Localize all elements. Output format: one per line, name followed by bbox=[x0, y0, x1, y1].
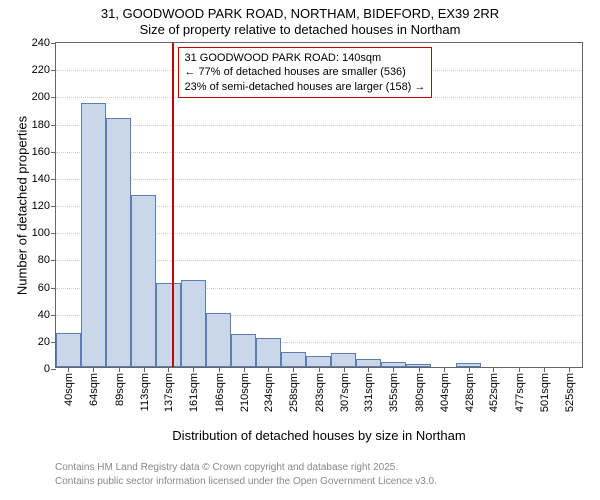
ytick-label: 40 bbox=[38, 309, 56, 321]
ytick-label: 80 bbox=[38, 254, 56, 266]
footer-line1: Contains HM Land Registry data © Crown c… bbox=[55, 462, 398, 473]
xtick-label: 501sqm bbox=[537, 373, 551, 412]
xtick-label: 137sqm bbox=[161, 373, 175, 412]
xtick-label: 113sqm bbox=[137, 373, 151, 411]
ytick-label: 160 bbox=[32, 146, 56, 158]
plot-area: 02040608010012014016018020022024040sqm64… bbox=[55, 42, 583, 368]
gridline bbox=[56, 125, 582, 126]
xtick-label: 331sqm bbox=[361, 373, 375, 412]
xtick-mark bbox=[193, 367, 194, 372]
xtick-mark bbox=[569, 367, 570, 372]
annotation-line2: ← 77% of detached houses are smaller (53… bbox=[185, 65, 426, 79]
xtick-mark bbox=[244, 367, 245, 372]
ytick-label: 240 bbox=[32, 37, 56, 49]
xtick-mark bbox=[119, 367, 120, 372]
xtick-label: 428sqm bbox=[462, 373, 476, 412]
xtick-mark bbox=[519, 367, 520, 372]
xtick-label: 64sqm bbox=[86, 373, 100, 406]
chart-title-line2: Size of property relative to detached ho… bbox=[0, 22, 600, 37]
histogram-bar bbox=[306, 356, 332, 367]
xtick-mark bbox=[544, 367, 545, 372]
ytick-label: 100 bbox=[32, 227, 56, 239]
xtick-label: 283sqm bbox=[312, 373, 326, 412]
xtick-label: 380sqm bbox=[412, 373, 426, 412]
xtick-mark bbox=[368, 367, 369, 372]
xtick-mark bbox=[344, 367, 345, 372]
xtick-label: 404sqm bbox=[437, 373, 451, 412]
xtick-mark bbox=[268, 367, 269, 372]
xtick-label: 307sqm bbox=[337, 373, 351, 412]
histogram-bar bbox=[256, 338, 281, 367]
xtick-mark bbox=[493, 367, 494, 372]
property-marker-line bbox=[172, 43, 174, 367]
chart-title-line1: 31, GOODWOOD PARK ROAD, NORTHAM, BIDEFOR… bbox=[0, 6, 600, 21]
xtick-mark bbox=[93, 367, 94, 372]
y-axis-label: Number of detached properties bbox=[15, 106, 30, 306]
gridline bbox=[56, 152, 582, 153]
histogram-bar bbox=[81, 103, 106, 367]
histogram-bar bbox=[231, 334, 256, 367]
xtick-label: 355sqm bbox=[386, 373, 400, 412]
xtick-label: 452sqm bbox=[486, 373, 500, 412]
histogram-bar bbox=[131, 195, 156, 368]
annotation-line3: 23% of semi-detached houses are larger (… bbox=[185, 80, 426, 94]
xtick-label: 210sqm bbox=[237, 373, 251, 412]
xtick-mark bbox=[144, 367, 145, 372]
xtick-mark bbox=[393, 367, 394, 372]
histogram-bar bbox=[106, 118, 132, 367]
ytick-label: 200 bbox=[32, 91, 56, 103]
xtick-label: 40sqm bbox=[61, 373, 75, 406]
footer-line2: Contains public sector information licen… bbox=[55, 476, 437, 487]
histogram-bar bbox=[281, 352, 306, 367]
xtick-mark bbox=[419, 367, 420, 372]
xtick-mark bbox=[469, 367, 470, 372]
annotation-box: 31 GOODWOOD PARK ROAD: 140sqm← 77% of de… bbox=[178, 47, 433, 98]
xtick-mark bbox=[444, 367, 445, 372]
histogram-bar bbox=[206, 313, 232, 367]
ytick-label: 0 bbox=[44, 363, 56, 375]
xtick-label: 477sqm bbox=[512, 373, 526, 412]
ytick-label: 120 bbox=[32, 200, 56, 212]
ytick-label: 220 bbox=[32, 64, 56, 76]
xtick-label: 161sqm bbox=[186, 373, 200, 412]
xtick-label: 89sqm bbox=[112, 373, 126, 406]
histogram-bar bbox=[331, 353, 356, 367]
x-axis-label: Distribution of detached houses by size … bbox=[55, 428, 583, 443]
ytick-label: 140 bbox=[32, 173, 56, 185]
annotation-line1: 31 GOODWOOD PARK ROAD: 140sqm bbox=[185, 51, 426, 65]
ytick-label: 20 bbox=[38, 336, 56, 348]
histogram-bar bbox=[356, 359, 381, 367]
xtick-label: 234sqm bbox=[261, 373, 275, 412]
ytick-label: 180 bbox=[32, 119, 56, 131]
xtick-mark bbox=[319, 367, 320, 372]
xtick-mark bbox=[68, 367, 69, 372]
xtick-label: 525sqm bbox=[562, 373, 576, 412]
xtick-mark bbox=[293, 367, 294, 372]
xtick-label: 186sqm bbox=[212, 373, 226, 412]
histogram-bar bbox=[181, 280, 206, 367]
xtick-mark bbox=[168, 367, 169, 372]
gridline bbox=[56, 179, 582, 180]
histogram-bar bbox=[156, 283, 181, 367]
ytick-label: 60 bbox=[38, 282, 56, 294]
chart-container: 31, GOODWOOD PARK ROAD, NORTHAM, BIDEFOR… bbox=[0, 0, 600, 500]
histogram-bar bbox=[56, 333, 81, 367]
xtick-label: 258sqm bbox=[286, 373, 300, 412]
xtick-mark bbox=[219, 367, 220, 372]
